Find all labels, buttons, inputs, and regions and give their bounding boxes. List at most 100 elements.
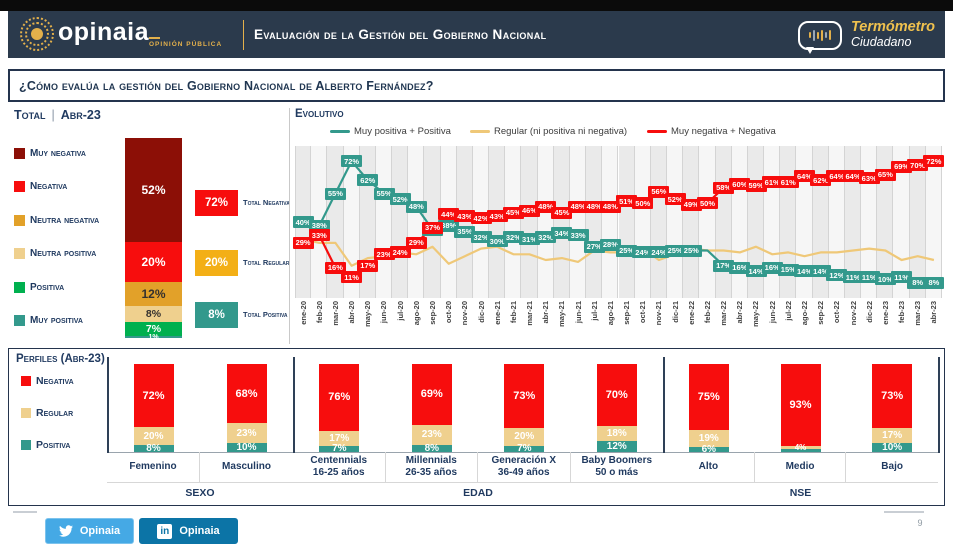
perfil-category-cell: Centennials 16-25 años bbox=[293, 452, 386, 482]
evo-point-label: 8% bbox=[923, 276, 945, 289]
evo-axis-tick: abr-23 bbox=[926, 301, 942, 347]
perfil-segment-label: 8% bbox=[146, 442, 161, 454]
total-bar-segment: 1% bbox=[125, 334, 182, 341]
perfil-legend-item: Positiva bbox=[21, 439, 71, 451]
evo-point-label: 58% bbox=[713, 181, 735, 194]
speech-bubble-icon bbox=[797, 20, 842, 54]
evo-axis-tick: feb-22 bbox=[699, 301, 715, 347]
evo-point-label: 32% bbox=[502, 231, 524, 244]
evo-legend-item: Regular (ni positiva ni negativa) bbox=[470, 126, 627, 137]
evo-point-label: 61% bbox=[777, 176, 799, 189]
twitter-button[interactable]: Opinaia bbox=[45, 518, 134, 544]
perfil-category-sublabel: 16-25 años bbox=[312, 467, 365, 478]
total-title-label: Total bbox=[14, 108, 46, 122]
evo-point-label: 32% bbox=[470, 231, 492, 244]
perfil-bar-segment: 8% bbox=[411, 442, 452, 454]
perfil-category-label: Alto bbox=[698, 460, 719, 472]
evo-point-label: 12% bbox=[826, 269, 848, 282]
evo-point-label: 8% bbox=[907, 276, 929, 289]
evo-axis-tick-label: abr-23 bbox=[929, 301, 939, 324]
evo-axis-tick-label: ago-21 bbox=[605, 301, 615, 326]
evo-legend-label: Regular (ni positiva ni negativa) bbox=[494, 126, 628, 137]
total-bar-segment: 8% bbox=[125, 306, 182, 322]
perfil-bar-segment: 69% bbox=[411, 364, 452, 425]
perfil-bar-segment: 93% bbox=[780, 364, 821, 446]
evo-axis-tick-label: jul-20 bbox=[395, 301, 405, 321]
evo-point-label: 29% bbox=[292, 236, 314, 249]
evo-axis-tick: jun-21 bbox=[570, 301, 586, 347]
evo-point-label: 24% bbox=[648, 246, 670, 259]
evo-axis-tick: nov-20 bbox=[457, 301, 473, 347]
evo-grid-stripe bbox=[586, 146, 603, 298]
total-bar-segment: 7% bbox=[125, 322, 182, 336]
perfil-bar-segment: 18% bbox=[596, 425, 637, 442]
total-legend: Muy negativa Negativa Neutra negativa Neutr… bbox=[14, 148, 126, 326]
evo-axis-tick-label: jul-21 bbox=[589, 301, 599, 321]
evo-axis-tick: mar-20 bbox=[327, 301, 343, 347]
linkedin-button-label: Opinaia bbox=[179, 525, 220, 537]
evo-point-label: 31% bbox=[519, 233, 540, 246]
perfil-bar: 75% 19% 6% bbox=[688, 364, 729, 455]
perfil-group-label: EDAD bbox=[463, 486, 493, 499]
evo-point-label: 11% bbox=[858, 271, 880, 284]
evo-axis-tick: ene-22 bbox=[683, 301, 699, 347]
perfiles-panel: Perfiles (Abr-23) Negativa Regular Positiv… bbox=[8, 348, 945, 506]
linkedin-button[interactable]: in Opinaia bbox=[139, 518, 238, 544]
evo-axis-tick: dic-21 bbox=[667, 301, 683, 347]
evo-axis-tick-label: abr-20 bbox=[347, 301, 357, 324]
evo-point-label: 72% bbox=[341, 155, 363, 168]
perfil-segment-label: 12% bbox=[606, 441, 627, 453]
evo-axis-tick-label: abr-22 bbox=[735, 301, 745, 324]
evo-point-label: 16% bbox=[761, 261, 783, 274]
legend-label: Neutra negativa bbox=[30, 214, 100, 226]
panel-divider bbox=[289, 108, 290, 344]
perfil-bar-segment: 10% bbox=[872, 442, 913, 453]
perfil-group-separator bbox=[663, 357, 665, 453]
evo-grid-stripe bbox=[844, 146, 862, 298]
evo-point-label: 15% bbox=[777, 263, 799, 276]
perfil-legend-item: Regular bbox=[21, 407, 73, 419]
evo-point-label: 64% bbox=[794, 170, 815, 183]
perfil-category-sublabel: 36-49 años bbox=[497, 467, 550, 478]
perfil-category-cell: Medio bbox=[755, 452, 847, 482]
evo-legend-line bbox=[330, 130, 350, 133]
perfil-segment-label: 20% bbox=[143, 430, 164, 442]
evo-axis-tick: mar-23 bbox=[910, 301, 926, 347]
perfil-segment-label: 8% bbox=[424, 442, 440, 454]
total-bar-segment-label: 8% bbox=[145, 308, 162, 320]
perfil-bar: 70% 18% 12% bbox=[596, 364, 637, 453]
logo-dot-center bbox=[31, 28, 43, 40]
perfil-bar-segment: 72% bbox=[133, 364, 174, 428]
evo-axis-tick-label: jun-21 bbox=[573, 301, 583, 324]
evo-axis-tick: sep-20 bbox=[424, 301, 440, 347]
evo-grid-stripe bbox=[602, 146, 619, 298]
total-bar-segment: 52% bbox=[125, 138, 182, 242]
evo-point-label: 11% bbox=[891, 271, 913, 284]
perfil-category-cell: Femenino bbox=[107, 452, 200, 482]
evo-point-label: 17% bbox=[713, 259, 735, 272]
evo-point-label: 52% bbox=[389, 193, 411, 206]
summary-badge-label: Total Negativa bbox=[243, 198, 290, 208]
perfil-category-label: Medio bbox=[785, 460, 815, 472]
perfil-category-label: Millennials bbox=[405, 454, 457, 466]
termometro-line1: Termómetro bbox=[850, 19, 935, 36]
total-title-date: Abr-23 bbox=[60, 108, 101, 122]
perfil-bar-segment: 20% bbox=[504, 428, 545, 446]
perfil-group-separator bbox=[293, 357, 295, 453]
evo-point-label: 14% bbox=[794, 265, 815, 278]
evo-grid-stripe bbox=[667, 146, 684, 298]
summary-badge: 72% Total Negativa bbox=[195, 190, 295, 216]
evo-point-label: 14% bbox=[810, 265, 832, 278]
perfil-bar-segment: 68% bbox=[226, 364, 267, 424]
perfil-bar-segment: 70% bbox=[596, 364, 637, 426]
perfil-segment-label: 20% bbox=[514, 431, 535, 443]
perfil-bar-segment: 4% bbox=[780, 443, 821, 452]
legend-label: Muy negativa bbox=[30, 148, 86, 159]
evo-axis-tick: nov-22 bbox=[845, 301, 861, 347]
evo-axis-tick: ago-20 bbox=[408, 301, 424, 347]
evo-point-label: 45% bbox=[551, 206, 573, 219]
evo-axis-tick: nov-21 bbox=[651, 301, 667, 347]
question-text: ¿Cómo evalúa la gestión del Gobierno Nac… bbox=[19, 78, 434, 93]
perfil-category-sublabel: 50 o más bbox=[595, 467, 639, 478]
evolutivo-chart: 40%38%55%72%62%55%52%48%36%38%35%32%30%3… bbox=[292, 146, 945, 298]
